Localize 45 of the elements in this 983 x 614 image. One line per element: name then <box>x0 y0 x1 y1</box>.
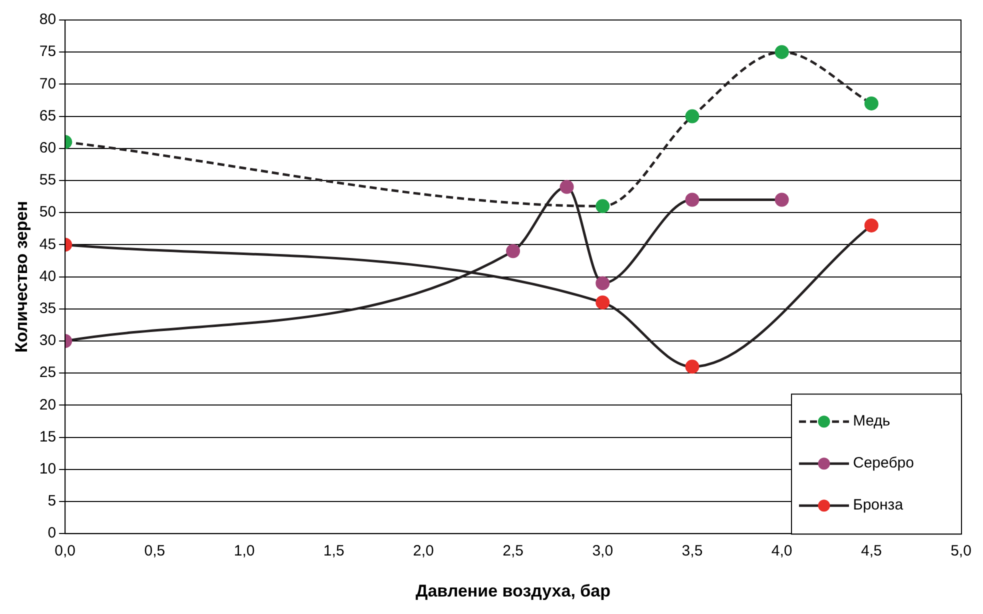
x-tick-label: 0,0 <box>54 542 76 560</box>
x-tick-label: 3,5 <box>682 542 703 560</box>
y-tick-label: 5 <box>48 492 56 510</box>
y-tick-label: 15 <box>39 428 56 446</box>
y-tick-label: 80 <box>39 11 56 28</box>
point <box>685 360 700 374</box>
point <box>774 45 789 60</box>
x-tick-label: 4,0 <box>771 542 792 560</box>
x-tick-label: 2,0 <box>413 542 434 560</box>
y-tick-label: 60 <box>39 140 56 157</box>
point <box>596 199 610 214</box>
point <box>864 96 878 110</box>
point <box>774 192 789 207</box>
x-tick-label: 4,5 <box>860 542 882 560</box>
y-tick-label: 20 <box>39 396 56 414</box>
legend-label: Медь <box>853 412 890 430</box>
x-tick-label: 2,5 <box>502 542 524 560</box>
point <box>685 192 700 207</box>
y-tick-label: 75 <box>39 43 56 60</box>
y-tick-label: 45 <box>39 236 56 253</box>
y-tick-label: 40 <box>39 268 56 285</box>
legend-label: Серебро <box>853 454 914 472</box>
legend-label: Бронза <box>853 496 904 514</box>
y-tick-label: 35 <box>39 300 56 318</box>
x-tick-label: 1,0 <box>234 542 255 560</box>
y-tick-label: 25 <box>39 364 56 382</box>
y-tick-label: 10 <box>39 460 56 478</box>
x-tick-label: 1,5 <box>323 542 344 560</box>
point <box>560 180 574 194</box>
x-axis-title: Давление воздуха, бар <box>416 581 611 600</box>
point <box>685 109 700 124</box>
x-tick-label: 3,0 <box>592 542 614 560</box>
y-tick-label: 30 <box>39 332 56 350</box>
x-tick-label: 5,0 <box>950 542 972 560</box>
x-tick-label: 0,5 <box>144 542 166 560</box>
point <box>506 244 520 258</box>
point <box>864 218 878 232</box>
y-axis-title: Количество зерен <box>12 201 31 353</box>
point <box>596 295 610 310</box>
y-tick-label: 0 <box>48 524 56 542</box>
y-tick-label: 50 <box>39 204 56 221</box>
y-tick-label: 70 <box>39 75 56 92</box>
point <box>596 276 610 290</box>
y-tick-label: 65 <box>39 107 56 124</box>
y-tick-label: 55 <box>39 172 56 189</box>
